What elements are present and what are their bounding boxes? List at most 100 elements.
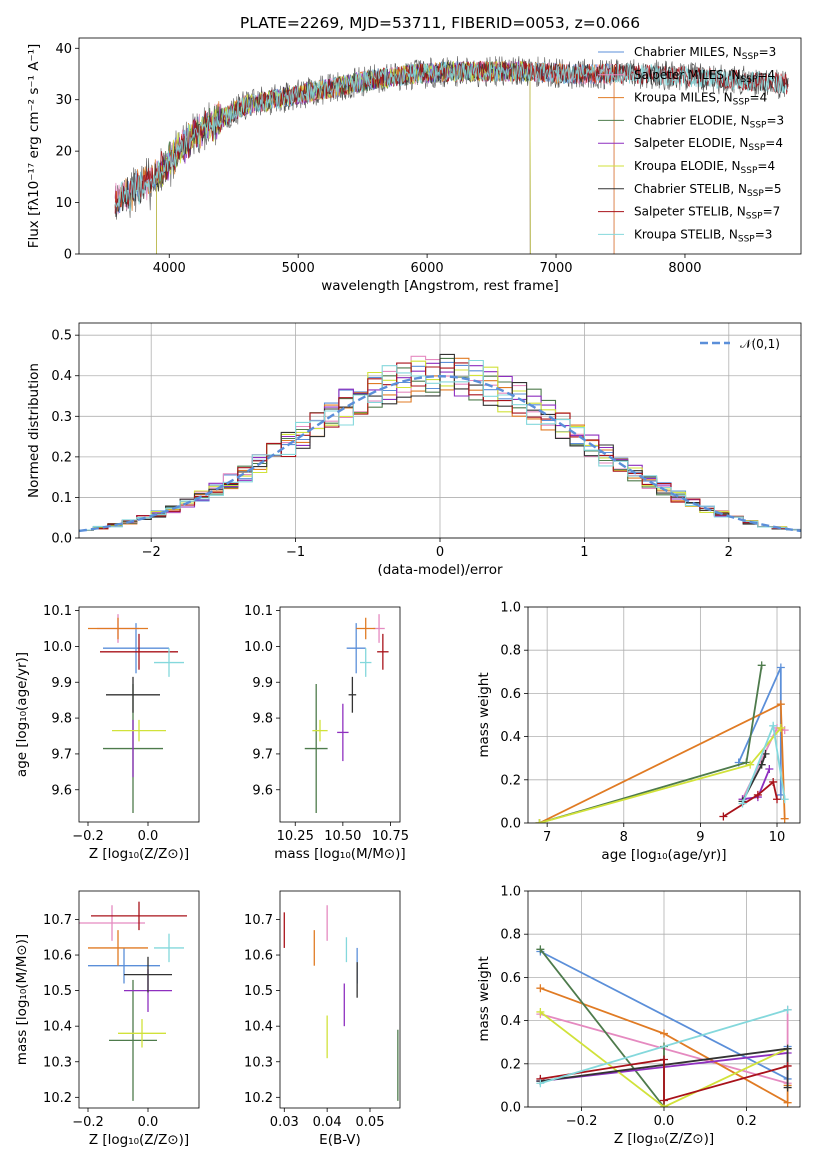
x-tick-label: 0.0 — [654, 1114, 675, 1129]
legend-entry: Chabrier ELODIE, NSSP=3 — [634, 113, 784, 130]
legend-value: =4 — [757, 68, 775, 82]
plot-area — [114, 56, 789, 254]
errorbar-point — [304, 684, 328, 814]
x-axis-label: mass [log₁₀(M/M⊙)] — [274, 846, 405, 862]
errorbar-point — [346, 623, 366, 674]
errorbar-point — [88, 930, 148, 966]
series-line — [539, 727, 782, 823]
series-marker — [535, 819, 544, 823]
y-tick-label: 10.7 — [244, 913, 273, 928]
x-tick-label: −0.2 — [72, 829, 104, 844]
legend-entry: Salpeter MILES, NSSP=4 — [634, 68, 775, 85]
series-marker — [783, 1083, 792, 1092]
y-tick-label: 0.2 — [500, 1057, 521, 1072]
legend-value: =3 — [759, 45, 777, 59]
plot-area — [79, 901, 187, 1101]
series-marker — [757, 760, 766, 769]
y-tick-label: 10.0 — [244, 640, 273, 655]
errorbar-point — [88, 617, 148, 640]
legend-subscript: SSP — [750, 120, 767, 130]
y-tick-label: 10.3 — [43, 1055, 72, 1070]
errorbar-point — [88, 947, 160, 984]
errorbar-point — [154, 933, 184, 963]
mass-weight-vs-age-panel: 7 8 9 10 0.0 0.2 0.4 0.6 0.8 1.0 age [log₁₀(age/yr… — [476, 601, 801, 863]
age-vs-mass-panel: 10.25 10.50 10.75 9.6 9.7 9.8 9.9 10.0 10.1 mass … — [244, 604, 409, 862]
x-tick-label: 6000 — [411, 261, 444, 276]
series-marker — [757, 661, 766, 670]
y-tick-label: 9.8 — [252, 712, 273, 727]
errorbar-point — [377, 633, 389, 670]
series-marker — [776, 723, 785, 732]
series-marker — [536, 984, 545, 993]
y-tick-label: 0.4 — [500, 730, 521, 745]
series-line — [722, 780, 778, 818]
series-line — [540, 1058, 788, 1102]
y-tick-label: 0.6 — [500, 687, 521, 702]
series-marker — [780, 795, 789, 804]
series-marker — [536, 1079, 545, 1088]
legend-value: =7 — [763, 205, 781, 219]
plot-area — [283, 905, 399, 1101]
legend-value: =5 — [764, 182, 782, 196]
x-tick-label: 2 — [725, 545, 733, 560]
y-tick-label: 10.2 — [43, 1091, 72, 1106]
legend-subscript: SSP — [733, 98, 750, 108]
y-tick-label: 0.2 — [500, 773, 521, 788]
spectrum-panel: 4000 5000 6000 7000 8000 0 10 20 30 40 wavelength … — [26, 37, 802, 294]
histogram-steps — [79, 359, 801, 531]
legend-value: =4 — [750, 91, 768, 105]
series-marker — [773, 795, 782, 804]
y-tick-label: 0.0 — [51, 532, 72, 547]
errorbar-point — [337, 703, 349, 762]
y-tick-label: 0.4 — [500, 1014, 521, 1029]
mass-vs-metallicity-panel: −0.2 0.0 10.2 10.3 10.4 10.5 10.6 10.7 Z [log₁₀(… — [14, 890, 200, 1148]
legend-entry: Kroupa ELODIE, NSSP=4 — [634, 159, 775, 176]
y-tick-label: 0.0 — [500, 1101, 521, 1116]
y-tick-label: 10.1 — [244, 604, 273, 619]
series-line — [540, 1008, 788, 1085]
legend-entry: Chabrier MILES, NSSP=3 — [634, 45, 776, 62]
x-axis-label: E(B-V) — [319, 1132, 361, 1148]
series-line — [539, 948, 665, 1107]
figure-title: PLATE=2269, MJD=53711, FIBERID=0053, z=0… — [240, 14, 640, 32]
model-line — [114, 61, 789, 211]
y-axis-label: age [log₁₀(age/yr)] — [14, 652, 30, 777]
y-tick-label: 0.1 — [51, 491, 72, 506]
y-tick-label: 20 — [55, 145, 72, 160]
errorbar-point — [109, 979, 157, 1101]
errorbar-point — [312, 719, 328, 742]
y-tick-label: 1.0 — [500, 601, 521, 616]
series-marker — [536, 945, 545, 954]
legend-entry: Kroupa MILES, NSSP=4 — [634, 91, 767, 108]
series-marker — [719, 812, 728, 821]
legend-entry: Chabrier STELIB, NSSP=5 — [634, 182, 782, 199]
plot-area — [88, 614, 184, 814]
legend-subscript: SSP — [746, 212, 763, 222]
x-tick-label: 0.2 — [736, 1114, 757, 1129]
axes-frame — [279, 890, 401, 1109]
axes-frame — [78, 37, 802, 255]
series-line — [539, 1011, 788, 1107]
x-axis-label: wavelength [Angstrom, rest frame] — [321, 278, 559, 294]
y-tick-label: 10.6 — [244, 949, 273, 964]
x-tick-label: 7 — [543, 830, 551, 845]
y-tick-label: 0.0 — [500, 817, 521, 832]
y-tick-label: 9.9 — [51, 676, 72, 691]
y-tick-label: 10.4 — [244, 1020, 273, 1035]
legend-subscript: SSP — [742, 52, 759, 62]
plot-area — [535, 661, 789, 823]
plot-area — [79, 353, 801, 533]
series-marker — [660, 1029, 668, 1038]
x-axis-label: Z [log₁₀(Z/Z⊙)] — [89, 1132, 189, 1148]
series-marker — [776, 700, 785, 709]
series-line — [540, 987, 789, 1105]
axes-frame — [78, 890, 200, 1109]
y-tick-label: 10.0 — [43, 640, 72, 655]
y-tick-label: 10.1 — [43, 604, 72, 619]
plot-area — [304, 614, 389, 814]
x-tick-label: 8000 — [668, 261, 701, 276]
y-tick-label: 10.5 — [244, 984, 273, 999]
y-tick-label: 0 — [64, 248, 72, 263]
errorbar-point — [348, 676, 357, 713]
y-axis-label: mass [log₁₀(M/M⊙)] — [14, 934, 30, 1065]
